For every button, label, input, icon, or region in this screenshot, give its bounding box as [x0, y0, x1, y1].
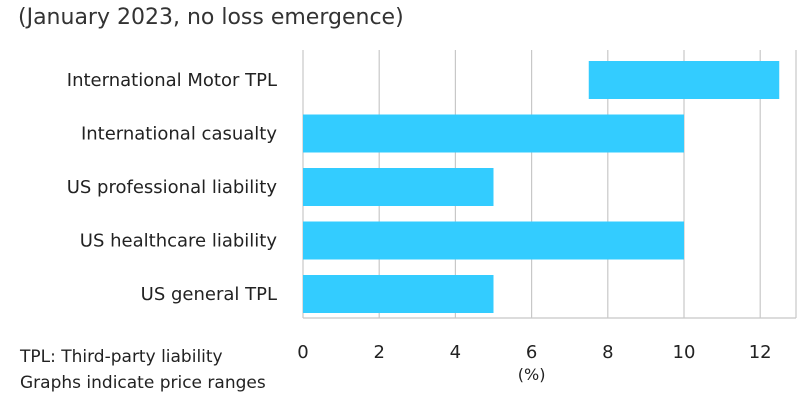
x-tick-label-6: 6 — [526, 342, 537, 363]
bar-range-4 — [303, 275, 494, 313]
category-label-1: International casualty — [81, 124, 277, 145]
bar-range-1 — [303, 114, 684, 153]
x-axis-unit-label: (%) — [518, 365, 546, 384]
footnote-tpl: TPL: Third-party liability — [20, 347, 223, 367]
x-tick-labels: 0 2 4 6 8 10 12 — [297, 342, 771, 363]
x-tick-label-0: 0 — [297, 342, 308, 363]
bar-range-3 — [303, 221, 684, 260]
footnote-price-ranges: Graphs indicate price ranges — [20, 373, 266, 393]
bar-range-0 — [588, 61, 780, 99]
x-tick-label-12: 12 — [749, 342, 772, 363]
chart-subtitle: (January 2023, no loss emergence) — [18, 5, 404, 30]
category-label-3: US healthcare liability — [80, 231, 278, 252]
category-labels: International Motor TPL International cas… — [67, 70, 278, 305]
bars — [303, 61, 780, 313]
category-label-4: US general TPL — [141, 284, 277, 305]
x-tick-label-4: 4 — [450, 342, 461, 363]
x-tick-label-8: 8 — [602, 342, 613, 363]
bar-range-2 — [303, 168, 494, 206]
category-label-0: International Motor TPL — [67, 70, 277, 91]
x-tick-label-2: 2 — [373, 342, 384, 363]
category-label-2: US professional liability — [67, 177, 278, 198]
x-tick-label-10: 10 — [673, 342, 696, 363]
